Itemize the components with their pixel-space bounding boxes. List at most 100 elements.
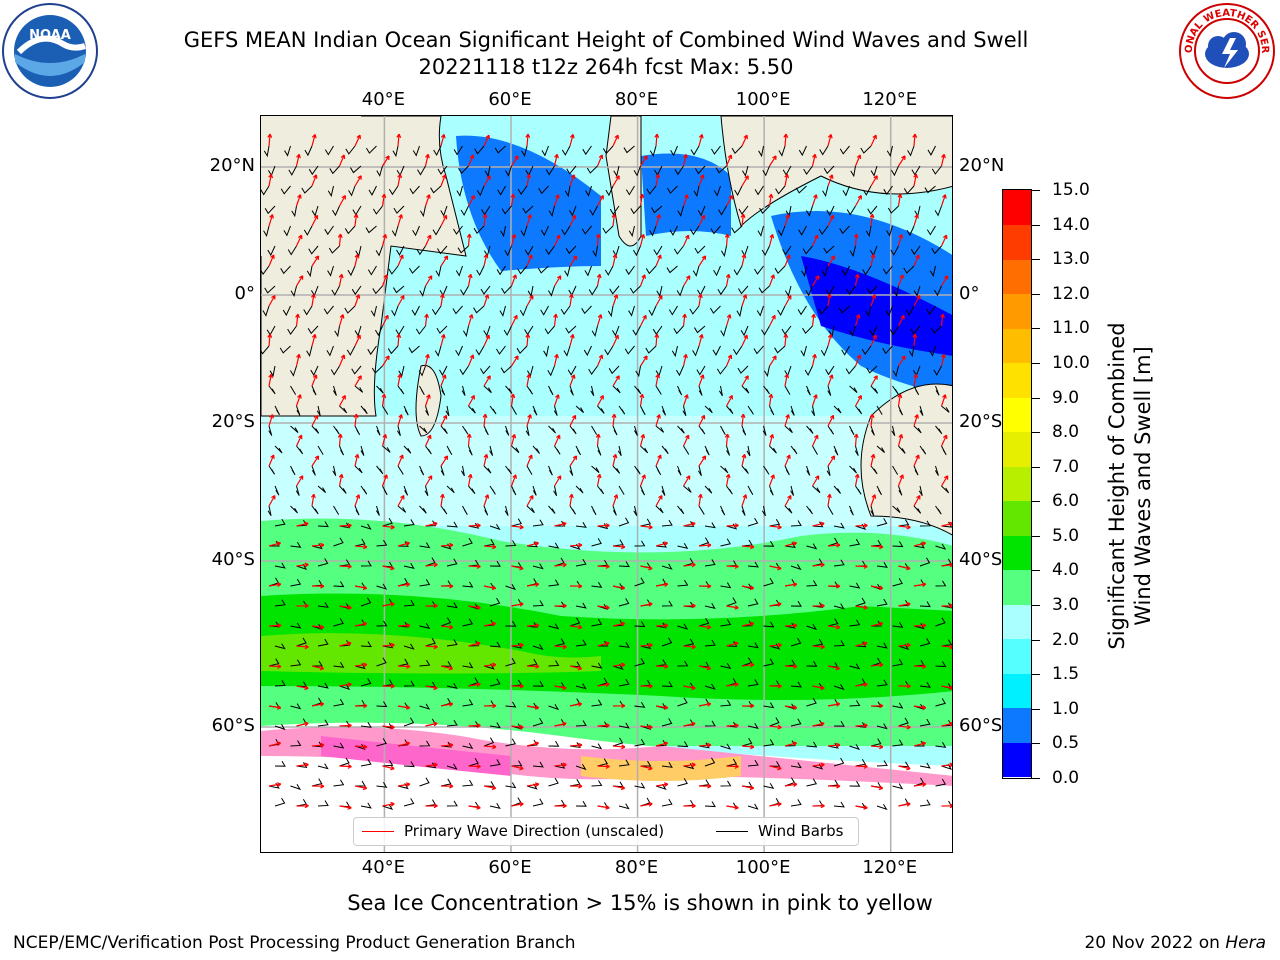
wind-barb [589, 205, 598, 216]
wind-barb [476, 265, 485, 277]
wave-arrow [381, 433, 388, 447]
wave-arrow [811, 475, 820, 487]
wind-barb [926, 225, 936, 236]
wave-arrow [854, 194, 862, 207]
wind-barb [317, 558, 329, 567]
colorbar-segment [1003, 466, 1031, 502]
wind-barb [306, 265, 313, 278]
wind-barb [634, 465, 641, 475]
wave-arrow [354, 253, 360, 267]
wind-barb [282, 305, 291, 317]
wind-barb [505, 465, 512, 475]
wave-arrow [870, 744, 884, 750]
wave-arrow [683, 685, 696, 691]
wind-barb [892, 505, 901, 513]
wind-barb [483, 539, 495, 547]
wave-arrow [483, 662, 497, 668]
colorbar-segment [1003, 328, 1031, 364]
wave-arrow [268, 414, 274, 427]
wave-arrow [354, 453, 360, 467]
wave-arrow [612, 494, 619, 507]
wave-arrow [741, 175, 749, 187]
wave-arrow [784, 414, 790, 427]
wave-arrow [683, 562, 696, 568]
wind-barb [354, 505, 360, 516]
wind-barb [419, 465, 425, 476]
wind-barb [795, 185, 807, 194]
wind-barb [747, 405, 754, 415]
wave-arrow [640, 601, 653, 607]
wind-barb [468, 522, 480, 529]
wind-barb [354, 743, 366, 750]
wind-barb [746, 445, 751, 457]
wind-barb [806, 778, 818, 787]
wave-arrow [940, 153, 946, 167]
wave-arrow [940, 275, 949, 287]
wind-barb [763, 365, 770, 378]
wave-arrow [397, 373, 403, 387]
wind-barb [446, 485, 455, 494]
wave-arrow [612, 253, 618, 267]
colorbar-tick-mark [1032, 397, 1040, 399]
wind-barb [849, 505, 854, 516]
colorbar-label: Significant Height of Combined Wind Wave… [1104, 226, 1156, 746]
wind-barb [677, 465, 682, 476]
wind-barb [827, 385, 832, 396]
wave-arrow [311, 374, 318, 387]
wind-barb [919, 520, 931, 527]
wave-arrow [855, 764, 868, 769]
wind-barb [569, 617, 581, 627]
wind-barb [591, 618, 603, 627]
wave-arrow [812, 803, 825, 809]
wind-barb [360, 802, 372, 809]
wind-barb [403, 717, 415, 727]
wave-arrow [869, 213, 875, 227]
colorbar-tick-label: 1.5 [1052, 664, 1080, 685]
wave-arrow [811, 353, 817, 367]
wave-arrow [596, 194, 604, 207]
wind-barb [351, 365, 362, 375]
wave-arrow [597, 723, 610, 728]
wind-barb [698, 617, 710, 627]
wind-barb [348, 185, 356, 197]
wind-barb [411, 305, 420, 316]
wave-arrow [941, 762, 952, 768]
lon-label-bottom: 100°E [735, 857, 791, 878]
wave-arrow [354, 294, 361, 307]
wave-arrow [784, 254, 791, 267]
wind-barb [677, 778, 688, 787]
wave-arrow [468, 604, 481, 610]
wind-barb [584, 265, 592, 277]
wave-arrow [639, 155, 648, 167]
wind-barb [433, 145, 442, 157]
wind-barb [416, 245, 426, 256]
wind-barb [913, 425, 922, 434]
wave-arrow [553, 153, 559, 167]
wind-barb [524, 245, 534, 256]
wave-arrow [382, 565, 395, 571]
legend-wind-line [716, 830, 748, 832]
wind-barb [489, 759, 501, 767]
wind-barb [769, 405, 775, 416]
colorbar-segment [1003, 259, 1031, 295]
wave-arrow [898, 565, 911, 571]
wind-barb [758, 145, 764, 158]
wave-arrow [554, 521, 567, 527]
wind-barb [263, 145, 270, 158]
wave-arrow [440, 174, 447, 187]
wind-barb [632, 325, 641, 336]
wind-barb [754, 265, 764, 275]
wind-barb [261, 345, 270, 355]
wind-barb [548, 660, 560, 667]
wind-barb [819, 145, 829, 156]
wave-arrow [596, 154, 604, 167]
wave-arrow [554, 762, 567, 768]
wind-barb [290, 541, 302, 548]
colorbar-tick-label: 11.0 [1052, 318, 1090, 339]
madagascar-land [415, 364, 442, 437]
wind-barb [634, 540, 646, 547]
footer-date-text: 20 Nov 2022 on [1084, 933, 1220, 953]
wind-barb [446, 800, 458, 807]
wind-barb [284, 145, 291, 157]
wind-barb [661, 445, 669, 455]
